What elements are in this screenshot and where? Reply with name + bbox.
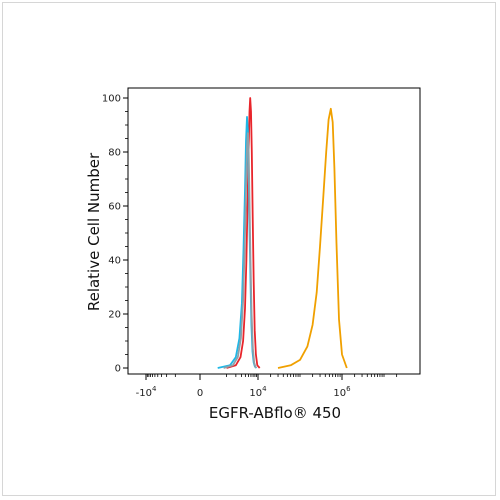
x-tick-label: 106 bbox=[333, 385, 351, 399]
y-tick-label: 100 bbox=[102, 94, 121, 105]
y-tick-label: 60 bbox=[108, 202, 121, 213]
y-tick-label: 20 bbox=[108, 310, 121, 321]
x-tick-label: 104 bbox=[249, 385, 267, 399]
series-line-4 bbox=[277, 107, 348, 369]
x-axis-ticks: -104 0 104 106 bbox=[136, 374, 398, 399]
series-line-1 bbox=[226, 97, 261, 369]
y-tick-label: 0 bbox=[115, 364, 121, 375]
x-tick-label: -104 bbox=[136, 385, 157, 399]
y-tick-label: 80 bbox=[108, 148, 121, 159]
y-axis-title: Relative Cell Number bbox=[85, 152, 103, 311]
plot-area bbox=[127, 87, 421, 375]
x-tick-label: 0 bbox=[197, 388, 203, 399]
x-axis-title: EGFR-ABflo® 450 bbox=[209, 404, 341, 422]
y-axis-ticks: 0 20 40 60 80 100 bbox=[102, 94, 128, 375]
series-line-3 bbox=[223, 132, 257, 369]
series-layer bbox=[217, 97, 348, 369]
y-tick-label: 40 bbox=[108, 256, 121, 267]
